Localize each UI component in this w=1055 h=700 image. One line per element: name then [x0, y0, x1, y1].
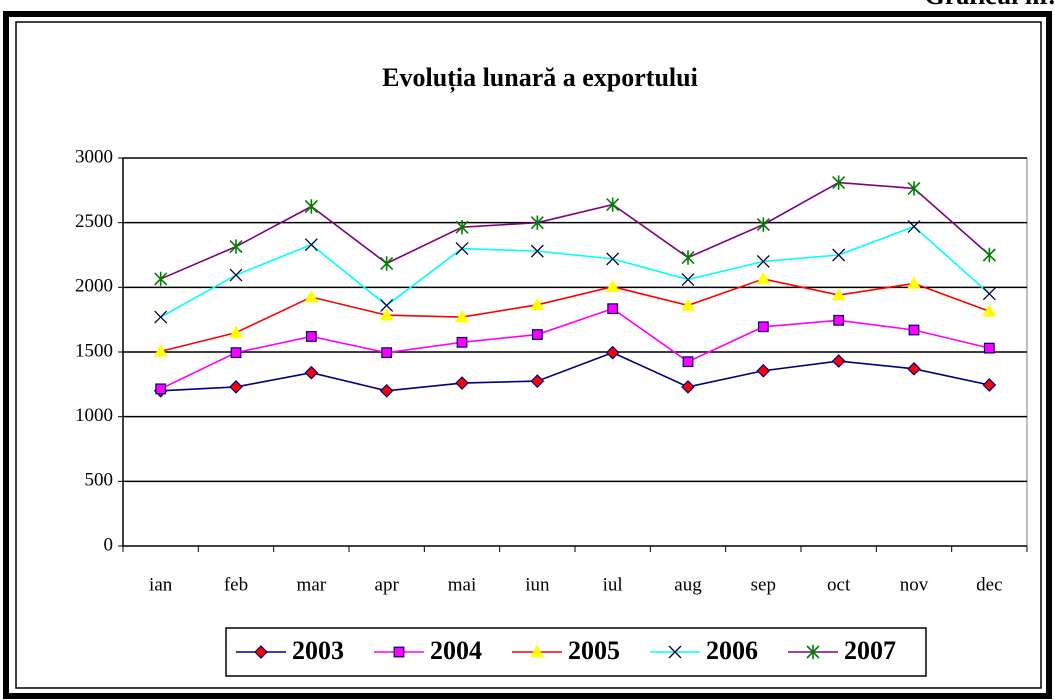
legend-label: 2006 — [706, 636, 758, 665]
marker — [455, 242, 469, 255]
marker — [304, 238, 318, 252]
marker — [907, 276, 921, 289]
marker — [982, 304, 997, 317]
marker — [229, 268, 243, 282]
marker — [606, 197, 620, 212]
marker — [681, 250, 695, 265]
marker — [530, 644, 544, 658]
series-line — [160, 351, 990, 392]
y-tick-label: 3000 — [75, 146, 113, 167]
marker — [681, 380, 695, 394]
marker — [832, 248, 846, 262]
marker — [756, 363, 771, 378]
marker — [832, 175, 846, 190]
marker — [682, 356, 694, 368]
marker — [756, 271, 771, 285]
corner-label: Graficul nr. — [925, 0, 1055, 10]
y-tick-label: 2000 — [75, 276, 113, 297]
marker — [907, 361, 921, 376]
marker — [831, 354, 846, 368]
marker — [907, 220, 921, 234]
marker — [455, 219, 469, 235]
marker — [605, 345, 620, 360]
marker — [531, 329, 543, 340]
y-tick-label: 1000 — [75, 405, 113, 426]
marker — [530, 374, 545, 388]
marker — [908, 324, 920, 336]
series-line — [160, 225, 990, 318]
legend-label: 2003 — [292, 636, 344, 665]
marker — [254, 645, 268, 659]
marker — [982, 287, 996, 301]
y-tick-label: 2500 — [75, 211, 113, 232]
outer-frame — [3, 11, 1052, 699]
marker — [831, 288, 846, 301]
y-tick-label: 500 — [85, 470, 114, 491]
x-tick-label: iul — [603, 574, 623, 595]
series-line — [160, 181, 990, 280]
marker — [304, 365, 319, 380]
legend-label: 2005 — [568, 636, 620, 665]
marker — [304, 290, 319, 303]
marker — [756, 255, 770, 268]
marker — [379, 383, 394, 398]
marker — [229, 325, 243, 338]
series-line — [160, 278, 990, 353]
marker — [154, 271, 168, 287]
marker — [229, 380, 243, 394]
x-tick-label: ian — [149, 574, 173, 595]
x-tick-label: apr — [375, 574, 400, 595]
marker — [681, 273, 695, 287]
legend-label: 2004 — [430, 636, 482, 665]
marker — [982, 247, 996, 263]
x-tick-label: mai — [448, 574, 477, 595]
y-tick-label: 0 — [104, 534, 114, 555]
x-tick-label: iun — [525, 574, 550, 595]
marker — [230, 347, 242, 359]
marker — [155, 383, 167, 395]
marker — [456, 336, 468, 348]
series-line — [160, 307, 990, 390]
marker — [757, 321, 769, 333]
marker — [756, 217, 770, 232]
marker — [833, 314, 845, 326]
marker — [806, 644, 820, 660]
x-tick-label: feb — [224, 574, 248, 595]
marker — [530, 297, 545, 311]
marker — [229, 239, 243, 254]
marker — [455, 376, 469, 390]
marker — [983, 342, 995, 354]
marker — [606, 252, 620, 266]
y-tick-label: 1500 — [75, 340, 113, 361]
marker — [380, 298, 394, 312]
marker — [605, 279, 620, 292]
marker — [380, 256, 394, 271]
legend-label: 2007 — [844, 636, 896, 665]
marker — [153, 344, 168, 357]
marker — [530, 244, 544, 258]
marker — [304, 199, 318, 214]
x-tick-label: sep — [751, 574, 776, 595]
chart-title: Evoluția lunară a exportului — [382, 63, 698, 93]
marker — [305, 331, 317, 342]
marker — [681, 298, 695, 311]
marker — [455, 310, 469, 323]
marker — [381, 347, 393, 359]
marker — [379, 308, 394, 321]
inner-frame — [15, 21, 1042, 689]
marker — [154, 310, 168, 324]
marker — [982, 378, 997, 392]
x-tick-label: mar — [297, 574, 327, 595]
marker — [607, 303, 619, 315]
marker — [668, 645, 682, 659]
x-tick-label: aug — [674, 574, 702, 595]
marker — [530, 215, 544, 230]
marker — [393, 646, 405, 658]
x-tick-label: oct — [827, 574, 851, 595]
x-tick-label: dec — [976, 574, 1002, 595]
x-tick-label: nov — [900, 574, 929, 595]
marker — [907, 181, 921, 196]
